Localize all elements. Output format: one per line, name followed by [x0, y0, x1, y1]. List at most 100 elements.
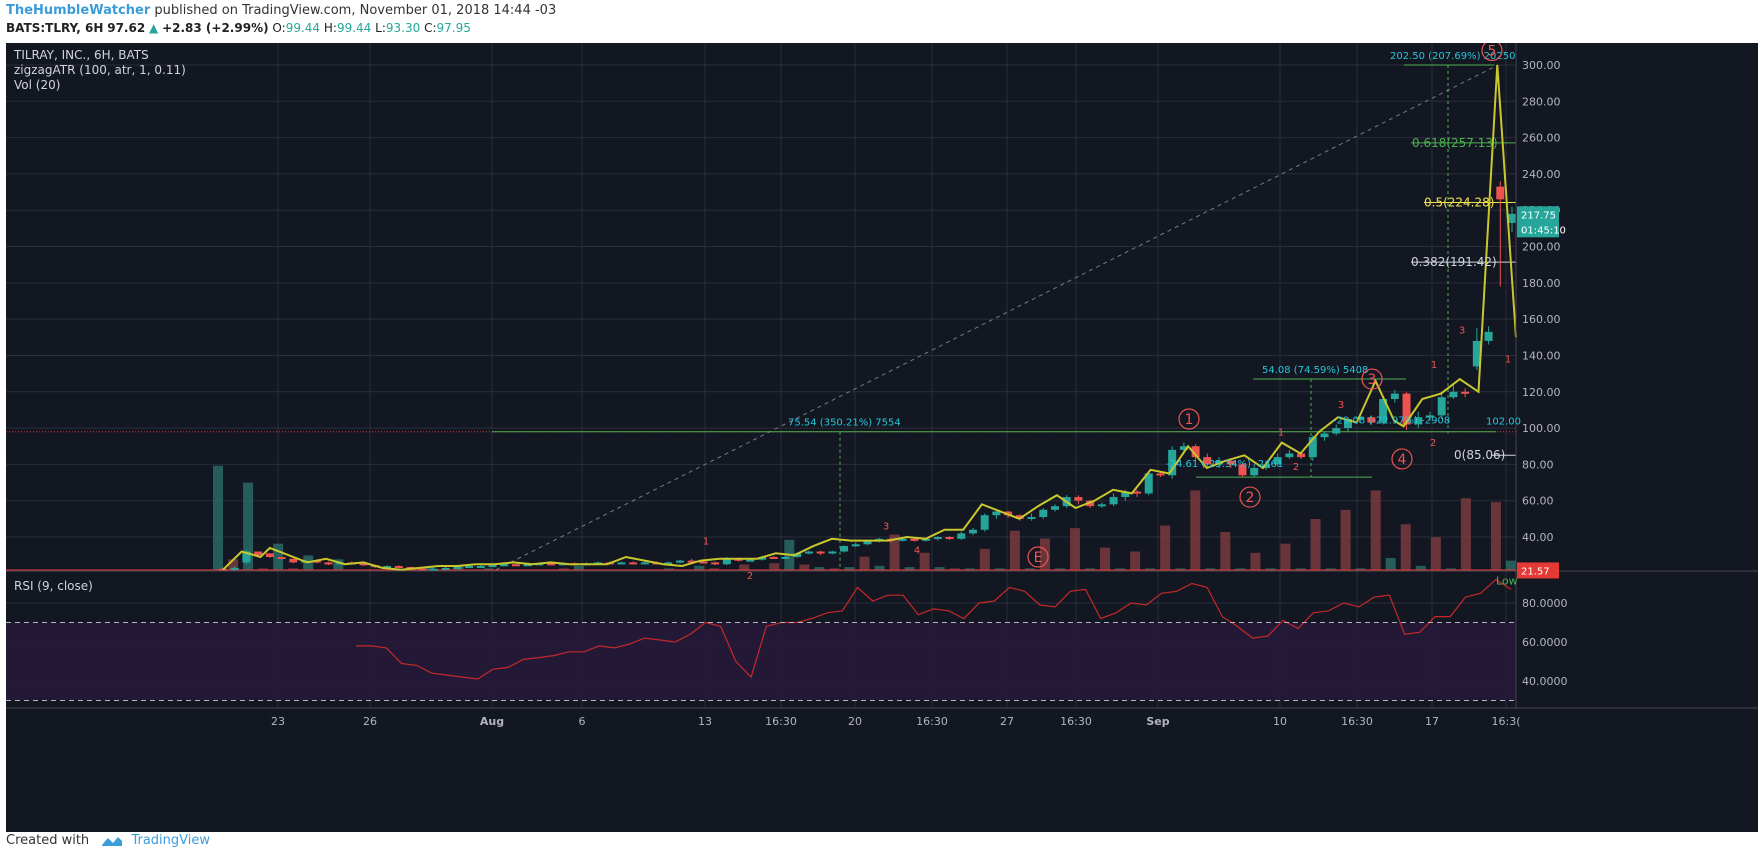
candle-body — [394, 566, 403, 569]
time-tick: 10 — [1273, 715, 1287, 728]
volume-bar — [1310, 519, 1321, 571]
legend-volume: Vol (20) — [14, 78, 60, 92]
candle-body — [1425, 415, 1434, 418]
chart-canvas[interactable]: 40.00 60.00 80.00 100.00 120.00 140.00 160.00 1… — [6, 43, 1758, 832]
candle-body — [1238, 464, 1247, 476]
time-tick: Sep — [1146, 715, 1169, 728]
volume-bar — [213, 465, 223, 571]
candle-body — [254, 551, 263, 556]
time-tick: 16:30 — [1060, 715, 1092, 728]
time-tick: Aug — [480, 715, 504, 728]
change-value: +2.83 (+2.99%) — [162, 21, 269, 35]
legend-rsi: RSI (9, close) — [14, 579, 93, 593]
support-badge: 21.57 — [1521, 566, 1550, 577]
high-value: 99.44 — [336, 21, 372, 35]
candle-body — [629, 562, 638, 565]
low-label: Low — [1496, 574, 1518, 587]
volume-bar — [1506, 560, 1516, 571]
candle-body — [922, 538, 931, 541]
volume-bar — [874, 565, 885, 571]
candle-body — [1261, 464, 1270, 469]
price-tick: 200.00 — [1522, 241, 1561, 254]
candle-body — [617, 562, 626, 565]
candle-body — [1297, 453, 1306, 458]
wave-1: 1 — [1185, 412, 1194, 428]
wave-4: 4 — [1398, 452, 1407, 468]
candle-body — [1390, 393, 1399, 400]
price-tick: 140.00 — [1522, 349, 1561, 362]
volume-bar — [1460, 498, 1471, 571]
time-tick: 20 — [848, 715, 862, 728]
close-value: 97.95 — [436, 21, 471, 35]
volume-bar — [844, 567, 855, 571]
candle-body — [945, 537, 954, 539]
countdown-badge: 01:45:10 — [1521, 225, 1566, 236]
volume-bar — [979, 548, 990, 571]
candle-body — [898, 538, 907, 541]
candle-body — [687, 560, 696, 563]
author-link[interactable]: TheHumbleWatcher — [6, 3, 151, 18]
symbol-label: BATS:TLRY, 6H — [6, 21, 104, 35]
volume-bar — [1415, 565, 1426, 571]
candle-body — [230, 567, 239, 570]
candle-body — [1484, 331, 1493, 341]
time-tick: 26 — [363, 715, 377, 728]
candle-body — [1168, 449, 1177, 476]
candle-body — [1097, 504, 1106, 507]
candle-body — [500, 564, 509, 567]
fib-0-label: 0(85.06) — [1454, 448, 1505, 462]
level-label: 102.00 — [1486, 416, 1521, 427]
candle-body — [429, 568, 438, 571]
last-price: 97.62 — [107, 21, 146, 35]
candle-body — [910, 538, 919, 541]
candle-body — [1343, 419, 1352, 429]
volume-bar — [919, 552, 930, 571]
fib-0382-label: 0.382(191.42) — [1411, 255, 1497, 269]
tradingview-link[interactable]: TradingView — [131, 833, 210, 848]
wave-e-circle — [1027, 546, 1049, 568]
measure-label: 75.54 (350.21%) 7554 — [788, 418, 901, 429]
wave-4-circle — [1391, 448, 1413, 470]
candle-body — [1496, 186, 1505, 200]
zigzag-line — [222, 64, 1517, 571]
volume-bar — [1009, 530, 1020, 571]
candle-body — [441, 567, 450, 570]
price-tick: 120.00 — [1522, 386, 1561, 399]
price-tick: 160.00 — [1522, 313, 1561, 326]
time-tick: 17 — [1425, 715, 1439, 728]
candle-body — [793, 553, 802, 557]
volume-bar — [1400, 524, 1411, 571]
volume-bar — [904, 567, 915, 571]
sub-wave-label: 1 — [1431, 360, 1437, 371]
candle-body — [1320, 433, 1329, 438]
candle-body — [851, 544, 860, 547]
wave-5: 5 — [1488, 43, 1497, 59]
last-price-badge-bg — [1517, 206, 1559, 223]
time-tick: 16:30 — [916, 715, 948, 728]
publish-info: published on TradingView.com, November 0… — [154, 3, 557, 18]
candle-body — [1379, 399, 1388, 423]
candle-body — [1308, 437, 1317, 458]
time-tick: 27 — [1000, 715, 1014, 728]
time-tick: 16:30 — [1341, 715, 1373, 728]
candle-body — [1156, 473, 1165, 476]
measure-label: -29.08 (-22.97%) -2908 — [1333, 416, 1450, 427]
candle-body — [722, 558, 731, 565]
candle-body — [769, 556, 778, 559]
chart-background — [6, 43, 1758, 832]
volume-bar — [1069, 528, 1080, 571]
wave-2-circle — [1239, 486, 1261, 508]
candle-body — [1144, 473, 1153, 494]
sub-wave-label: 3 — [883, 522, 889, 533]
measure-label: -24.61 (-25.34%) -2461 — [1166, 459, 1283, 470]
candle-body — [992, 511, 1001, 516]
fib-05-label: 0.5(224.28) — [1424, 195, 1494, 209]
candle-body — [453, 566, 462, 569]
candle-body — [699, 561, 708, 564]
candle-body — [1074, 497, 1083, 501]
fib-0618-label: 0.618(257.13) — [1412, 136, 1498, 150]
time-tick: 16:3( — [1492, 715, 1521, 728]
sub-wave-label: 2 — [1293, 462, 1299, 473]
candle-body — [746, 559, 755, 562]
time-tick: 16:30 — [765, 715, 797, 728]
